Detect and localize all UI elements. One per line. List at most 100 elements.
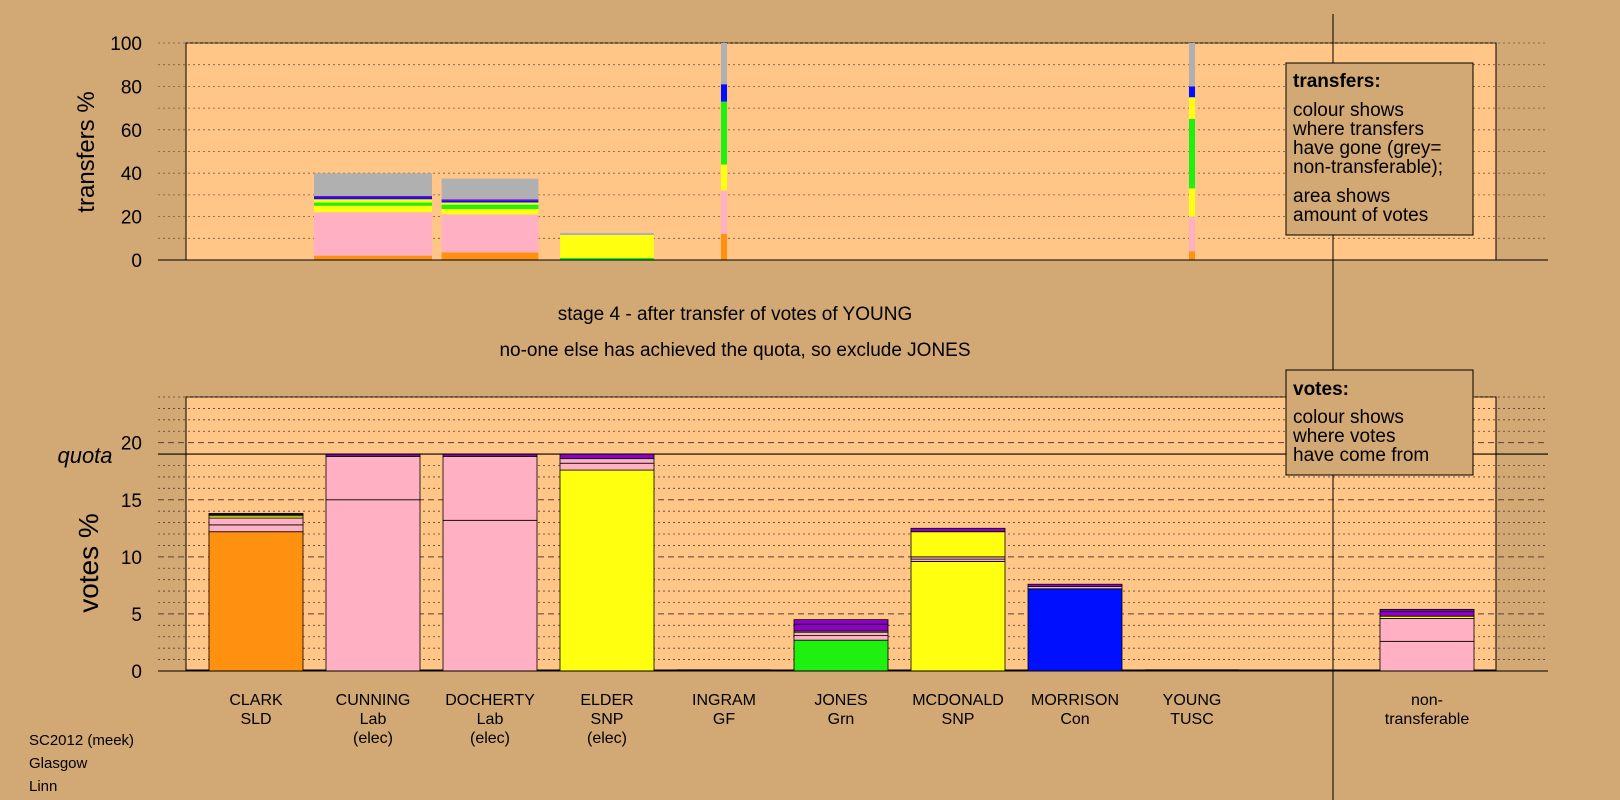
transfers-legend-box	[1285, 62, 1474, 236]
candidate-name: JONES	[814, 692, 867, 709]
transfers-y-axis-label: transfers %	[73, 91, 100, 212]
votes-legend: votes: colour shows where votes have com…	[1285, 369, 1474, 476]
transfer-segment-cunning	[314, 199, 432, 203]
candidate-status: (elec)	[353, 730, 393, 747]
transfer-segment-docherty	[441, 200, 539, 203]
candidate-party: SLD	[240, 711, 271, 728]
candidate-name: DOCHERTY	[445, 692, 535, 709]
transfers-legend-line: non-transferable);	[1293, 157, 1443, 178]
transfer-segment-young	[1188, 43, 1196, 87]
transfer-segment-young	[1188, 97, 1196, 119]
transfers-bars	[314, 43, 1196, 260]
transfer-segment-cunning	[314, 173, 432, 196]
stage-subtitle: no-one else has achieved the quota, so e…	[499, 340, 970, 361]
candidate-party: transferable	[1385, 711, 1470, 728]
vote-segment-jones	[793, 631, 889, 637]
vote-segment-clark	[208, 517, 304, 526]
transfers-y-ticks: 0 20 40 60 80 100	[110, 34, 142, 272]
vote-segment-non-transferable	[1379, 608, 1475, 613]
stage-title: stage 4 - after transfer of votes of YOU…	[558, 304, 912, 325]
votes-legend-heading: votes:	[1293, 379, 1349, 400]
transfers-y-tick-label: 60	[121, 121, 142, 142]
transfer-segment-cunning	[314, 202, 432, 206]
transfer-segment-elder	[560, 232, 654, 236]
transfer-segment-elder	[560, 257, 654, 260]
footer-line: SC2012 (meek)	[29, 732, 134, 749]
candidate-party: TUSC	[1170, 711, 1214, 728]
vote-segment-jones	[793, 623, 889, 632]
vote-segment-mcdonald	[910, 531, 1006, 558]
transfers-y-tick-label: 80	[121, 77, 142, 98]
vote-segment-non-transferable	[1379, 618, 1475, 642]
vote-segment-jones	[793, 639, 889, 672]
vote-segment-morrison	[1027, 583, 1123, 587]
transfer-segment-ingram	[720, 190, 728, 234]
candidate-party: Grn	[828, 711, 855, 728]
vote-segment-jones	[793, 635, 889, 641]
votes-y-tick-label: 15	[121, 491, 142, 512]
candidate-status: (elec)	[587, 730, 627, 747]
transfer-segment-cunning	[314, 205, 432, 213]
transfer-segment-young	[1188, 251, 1196, 260]
votes-legend-box	[1285, 369, 1474, 476]
votes-legend-line: have come from	[1293, 445, 1429, 466]
transfer-segment-elder	[560, 235, 654, 258]
vote-segment-clark	[208, 513, 304, 515]
transfer-segment-young	[1188, 216, 1196, 252]
vote-segment-jones	[793, 619, 889, 625]
transfers-legend: transfers: colour shows where transfers …	[1285, 62, 1474, 236]
transfers-y-tick-label: 0	[131, 251, 142, 272]
transfer-segment-docherty	[441, 199, 539, 201]
transfer-segment-docherty	[441, 202, 539, 205]
transfers-chart: 0 20 40 60 80 100 transfers %	[73, 34, 1548, 272]
candidate-party: GF	[713, 711, 735, 728]
transfers-y-tick-label: 40	[121, 164, 142, 185]
transfers-legend-heading: transfers:	[1293, 71, 1381, 92]
candidate-party: Con	[1060, 711, 1089, 728]
vote-segment-mcdonald	[910, 561, 1006, 672]
votes-y-tick-label: 10	[121, 548, 142, 569]
vote-segment-morrison	[1027, 588, 1123, 672]
votes-y-tick-label: 20	[121, 434, 142, 455]
votes-legend-line: colour shows	[1293, 407, 1404, 428]
candidate-name: MORRISON	[1031, 692, 1119, 709]
vote-segment-clark	[208, 524, 304, 533]
vote-segment-clark	[208, 531, 304, 672]
transfers-legend-line: where transfers	[1292, 119, 1424, 140]
votes-chart: 0 5 10 15 20 quota votes % CLARK SLD CUNNING La…	[57, 396, 1548, 747]
transfer-segment-ingram	[720, 164, 728, 191]
votes-bars	[208, 453, 1475, 672]
transfers-y-tick-label: 100	[110, 34, 142, 55]
candidate-name: CLARK	[229, 692, 283, 709]
vote-segment-elder	[559, 453, 655, 460]
transfers-gridlines	[158, 42, 1548, 239]
candidate-name: ELDER	[580, 692, 633, 709]
transfers-legend-line: area shows	[1293, 186, 1390, 207]
transfers-legend-line: colour shows	[1293, 100, 1404, 121]
candidate-party: Lab	[477, 711, 504, 728]
transfer-segment-cunning	[314, 197, 432, 200]
candidate-name: YOUNG	[1163, 692, 1222, 709]
transfer-segment-young	[1188, 118, 1196, 189]
vote-segment-non-transferable	[1379, 640, 1475, 672]
candidate-party: SNP	[591, 711, 624, 728]
transfer-segment-docherty	[441, 204, 539, 210]
transfer-segment-ingram	[720, 233, 728, 260]
vote-segment-cunning	[325, 455, 421, 501]
transfer-segment-young	[1188, 188, 1196, 217]
vote-segment-elder	[559, 458, 655, 464]
transfers-y-tick-label: 20	[121, 208, 142, 229]
candidate-status: (elec)	[470, 730, 510, 747]
votes-legend-line: where votes	[1292, 426, 1395, 447]
transfers-legend-line: have gone (grey=	[1293, 138, 1441, 159]
votes-y-tick-label: 5	[131, 605, 142, 626]
candidate-name: MCDONALD	[912, 692, 1004, 709]
transfer-segment-docherty	[441, 214, 539, 253]
votes-y-tick-label: 0	[131, 662, 142, 683]
candidate-party: Lab	[360, 711, 387, 728]
transfer-segment-docherty	[441, 252, 539, 260]
footer-line: Glasgow	[29, 755, 88, 772]
transfer-segment-ingram	[720, 101, 728, 165]
transfer-segment-ingram	[720, 43, 728, 85]
